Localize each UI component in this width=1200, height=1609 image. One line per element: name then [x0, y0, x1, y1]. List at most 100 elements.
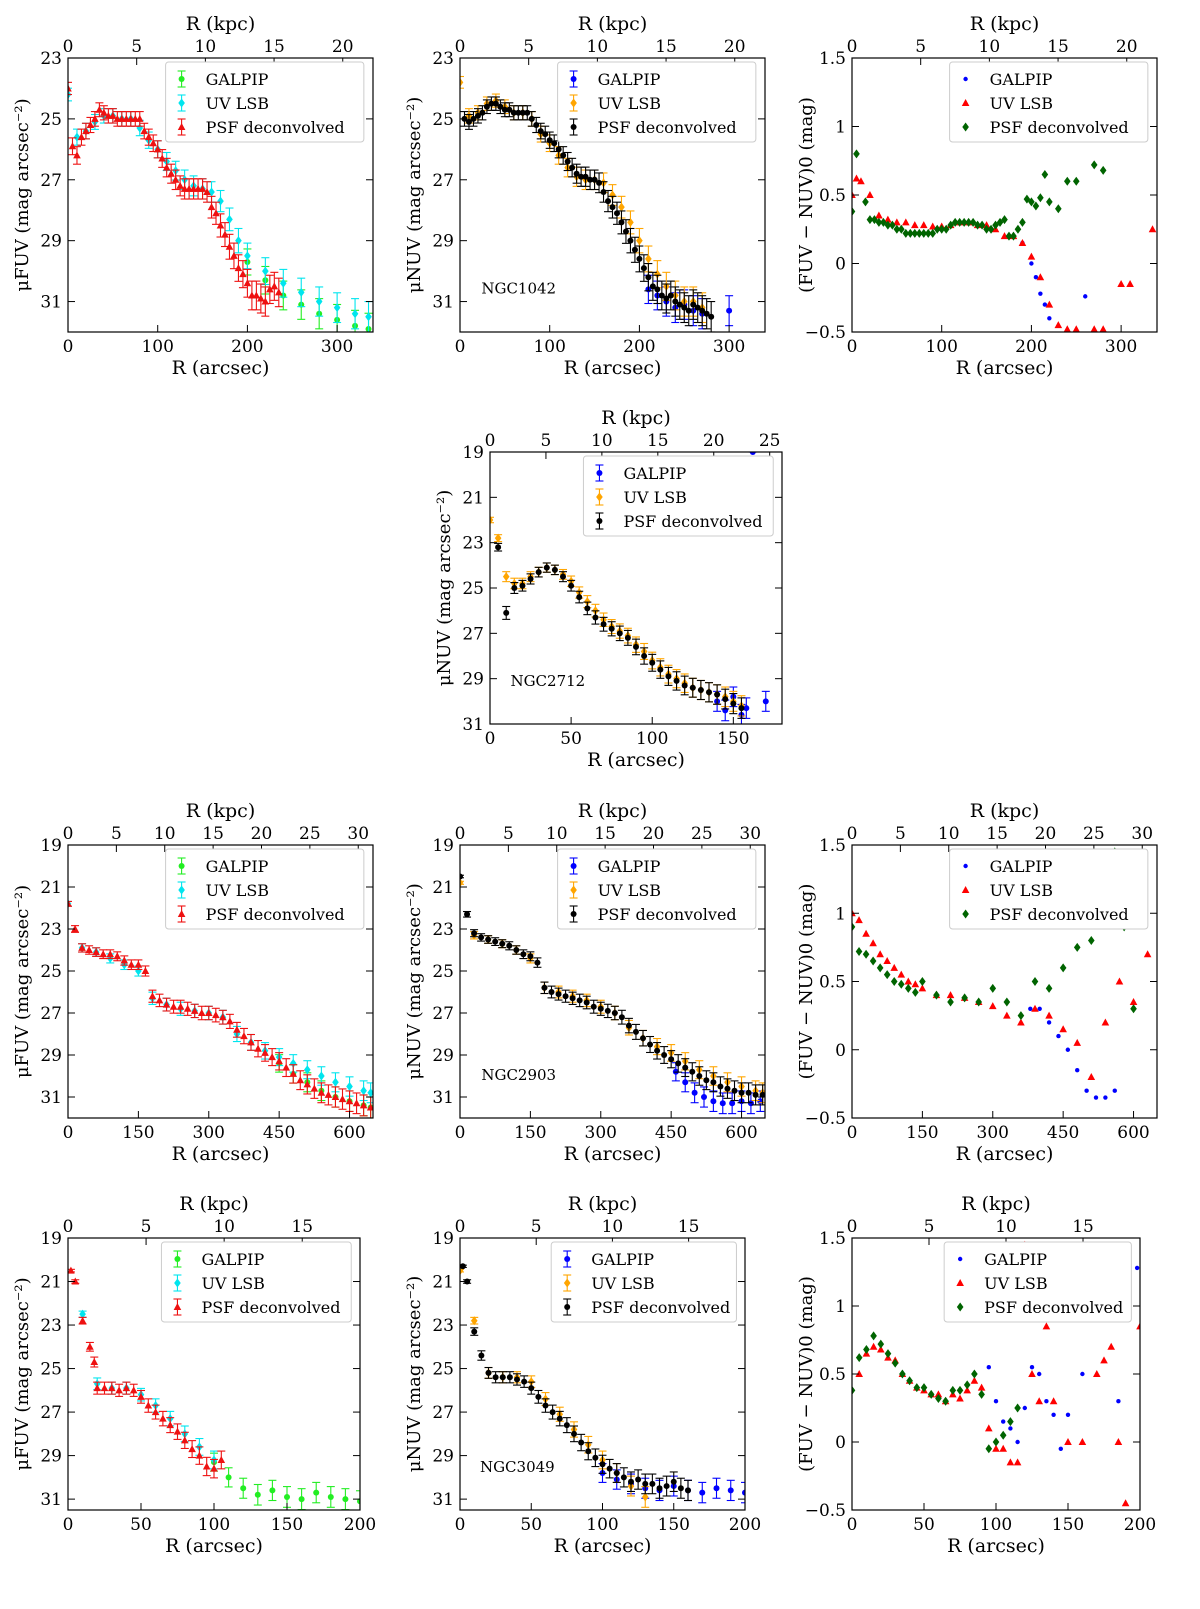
- y-tick-label: 23: [432, 1316, 454, 1336]
- x2-tick-label: 10: [587, 37, 609, 57]
- x-tick-label: 0: [847, 1123, 858, 1143]
- data-point: [713, 1485, 720, 1492]
- data-point: [742, 1489, 745, 1496]
- data-point: [568, 582, 575, 589]
- x2-tick-label: 0: [455, 824, 466, 844]
- data-point: [542, 1402, 549, 1409]
- data-point: [289, 1058, 297, 1068]
- x2-tick-label: 15: [986, 824, 1008, 844]
- data-point: [492, 938, 499, 945]
- legend: GALPIP UV LSB PSF deconvolved: [557, 848, 757, 930]
- legend-marker: [963, 76, 968, 82]
- data-point: [592, 1454, 599, 1461]
- plot-frame: [67, 844, 374, 1119]
- data-point: [883, 970, 891, 980]
- data-point: [625, 1022, 632, 1029]
- legend: GALPIP UV LSB PSF deconvolved: [949, 848, 1149, 930]
- data-point: [520, 951, 527, 958]
- y-tick-label: 27: [432, 1403, 454, 1423]
- series-psf-deconvolved: [460, 873, 765, 1106]
- data-point: [899, 1369, 906, 1379]
- data-point: [470, 115, 477, 122]
- data-point: [667, 292, 674, 299]
- data-point: [85, 946, 93, 953]
- data-point: [942, 1396, 949, 1406]
- data-point: [978, 1389, 985, 1399]
- data-point: [898, 224, 905, 234]
- data-point: [1107, 1342, 1115, 1350]
- data-point: [1121, 1499, 1130, 1507]
- y-tick-label: 31: [432, 1490, 454, 1510]
- data-point: [506, 942, 513, 949]
- data-point: [1101, 1018, 1110, 1026]
- x2-tick-label: 0: [485, 431, 496, 451]
- data-point: [115, 1386, 123, 1394]
- legend-marker: [956, 1279, 964, 1286]
- data-layer: [68, 81, 373, 332]
- y-tick-label: 25: [432, 110, 454, 130]
- data-point: [1031, 1004, 1039, 1012]
- data-point: [752, 1091, 759, 1098]
- x-tick-label: 450: [655, 1123, 687, 1143]
- data-point: [503, 609, 510, 616]
- data-point: [974, 220, 981, 230]
- data-point: [978, 220, 986, 230]
- data-point: [1058, 1446, 1064, 1452]
- plot-frame: [67, 57, 374, 333]
- data-point: [866, 215, 874, 225]
- data-point: [494, 533, 502, 543]
- x-tick-label: 150: [906, 1123, 938, 1143]
- legend-marker: [962, 909, 969, 919]
- data-point: [333, 303, 341, 313]
- data-point: [1056, 1033, 1061, 1039]
- data-point: [162, 163, 171, 171]
- x2-tick-label: 0: [455, 1217, 466, 1237]
- data-point: [548, 989, 555, 995]
- legend-marker: [596, 470, 603, 476]
- data-point: [985, 1424, 993, 1432]
- legend-marker: [178, 863, 185, 869]
- data-point: [460, 878, 464, 888]
- y-tick-label: 21: [432, 878, 454, 898]
- y-tick-label: 0: [835, 1041, 846, 1061]
- series-uv-lsb: [68, 87, 373, 332]
- data-point: [714, 691, 721, 698]
- data-point: [919, 221, 928, 229]
- data-point: [1018, 238, 1027, 246]
- x2-tick-label: 5: [915, 37, 926, 57]
- y-tick-label: 31: [40, 1088, 62, 1108]
- data-point: [478, 1352, 485, 1359]
- data-point: [1042, 1322, 1051, 1330]
- y-tick-label: 19: [462, 443, 484, 463]
- legend-box: [949, 848, 1149, 930]
- x2-tick-label: 5: [111, 824, 122, 844]
- x-tick-label: 0: [847, 337, 858, 357]
- data-point: [569, 995, 576, 1002]
- data-point: [1022, 1405, 1027, 1411]
- legend-label: PSF deconvolved: [591, 1298, 730, 1317]
- data-point: [1078, 1438, 1087, 1445]
- y-axis-label: (FUV − NUV)0 (mag): [796, 884, 817, 1080]
- data-point: [1042, 302, 1048, 307]
- data-point: [181, 1436, 189, 1444]
- data-point: [862, 949, 870, 959]
- data-point: [183, 1004, 192, 1012]
- legend-marker: [564, 1304, 571, 1310]
- legend-box: [160, 1241, 352, 1323]
- data-point: [135, 966, 142, 976]
- data-point: [933, 224, 941, 234]
- data-point: [920, 1383, 928, 1393]
- x2-axis-label: R (kpc): [970, 800, 1040, 822]
- x2-tick-label: 5: [924, 1217, 935, 1237]
- data-point: [338, 1095, 347, 1103]
- data-point: [519, 582, 526, 589]
- series-uv-lsb: [852, 174, 1157, 332]
- legend-marker: [564, 1256, 571, 1262]
- data-point: [212, 209, 220, 217]
- y-tick-label: 25: [40, 962, 62, 982]
- panel-r1c2: 0 100 200 300 23 25 27 29 31 0 5 10 15 20 R (arcsec) R …: [404, 13, 766, 379]
- data-point: [571, 1430, 577, 1437]
- data-point: [703, 310, 710, 317]
- data-point: [327, 1493, 334, 1500]
- data-point: [262, 266, 269, 276]
